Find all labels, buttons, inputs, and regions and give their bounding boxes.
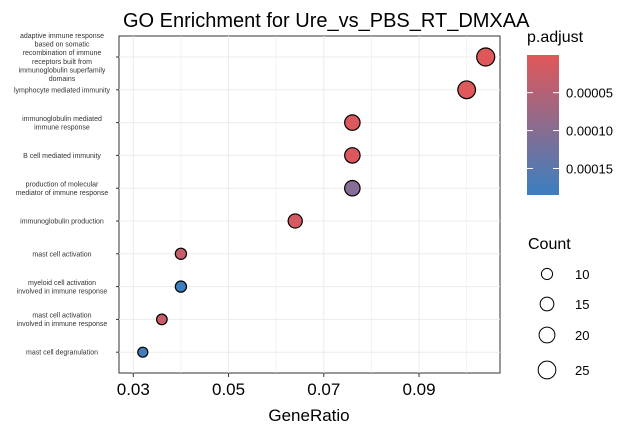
x-tick-label: 0.03 [117, 380, 150, 399]
y-axis-term-label: immunoglobulin production [20, 219, 104, 226]
x-tick-label: 0.07 [307, 380, 340, 399]
data-point [344, 147, 361, 164]
x-tick-label: 0.05 [212, 380, 245, 399]
color-legend-tick-label: 0.00010 [566, 124, 613, 139]
color-legend-tick-label: 0.00005 [566, 86, 613, 101]
size-legend-circle [537, 360, 557, 380]
y-axis-term-label: B cell mediated immunity [23, 153, 101, 160]
x-axis-title: GeneRatio [268, 406, 349, 425]
y-axis-term-label: immunoglobulin mediated immune response [22, 116, 102, 132]
data-point [137, 346, 149, 358]
size-legend-label: 10 [575, 267, 589, 282]
data-points [137, 47, 496, 358]
plot-panel [118, 35, 501, 374]
size-legend-label: 15 [575, 297, 589, 312]
size-legend-title: Count [528, 236, 571, 253]
x-tick-label: 0.09 [402, 380, 435, 399]
color-legend-title: p.adjust [527, 29, 584, 46]
y-axis-term-label: lymphocyte mediated immunity [14, 87, 111, 94]
y-axis-term-label: adaptive immune response based on somatic… [19, 33, 106, 83]
color-legend-ticks: 0.00005 0.00010 0.00015 [527, 86, 613, 176]
data-point [155, 313, 168, 326]
y-axis-term-label: mast cell activation involved in immune r… [17, 313, 108, 329]
data-point [287, 213, 303, 229]
size-legend-circle [540, 267, 554, 281]
y-axis-term-label: myeloid cell activation involved in immun… [17, 280, 108, 296]
size-legend: 10 15 20 25 [537, 267, 589, 380]
data-point [174, 280, 188, 293]
color-legend-tick-label: 0.00015 [566, 161, 613, 176]
y-axis-labels: adaptive immune response based on somatic… [14, 33, 119, 357]
data-point [344, 179, 361, 197]
grid-lines [119, 36, 500, 373]
data-point [457, 80, 477, 100]
size-legend-circle [538, 326, 556, 344]
y-axis-term-label: production of molecular mediator of immun… [16, 181, 109, 197]
data-point [344, 114, 361, 131]
size-legend-label: 20 [575, 328, 589, 343]
data-point [476, 47, 496, 67]
x-axis-ticks: 0.03 0.05 0.07 0.09 [117, 373, 436, 399]
y-axis-term-label: mast cell degranulation [26, 350, 98, 357]
size-legend-circle [539, 296, 555, 312]
y-axis-term-label: mast cell activation [32, 251, 91, 258]
chart-title: GO Enrichment for Ure_vs_PBS_RT_DMXAA [123, 10, 530, 32]
color-legend-bar [527, 55, 559, 195]
size-legend-label: 25 [575, 363, 589, 378]
data-point [174, 247, 188, 260]
